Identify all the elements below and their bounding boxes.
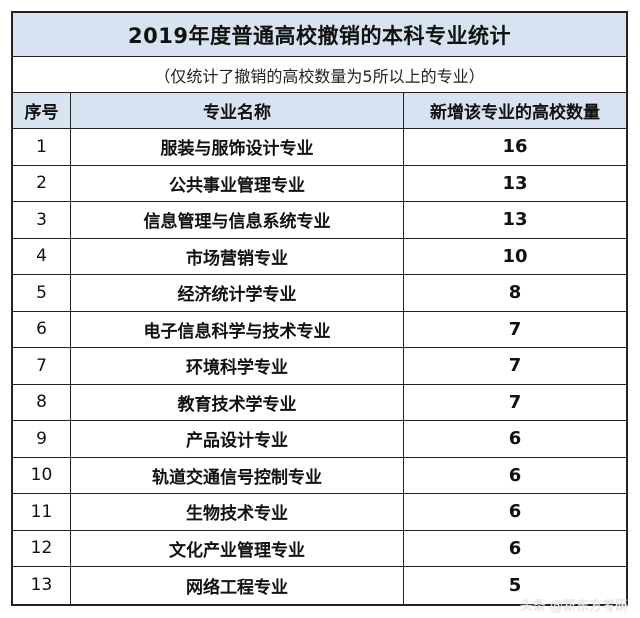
row-index: 12 bbox=[13, 530, 71, 566]
table-row: 4 市场营销专业 10 bbox=[13, 238, 626, 275]
row-index: 2 bbox=[13, 165, 71, 201]
header-major: 专业名称 bbox=[71, 93, 404, 128]
row-major: 公共事业管理专业 bbox=[71, 165, 404, 201]
row-count: 6 bbox=[508, 537, 522, 559]
row-count: 7 bbox=[508, 355, 522, 377]
table-row: 11 生物技术专业 6 bbox=[13, 494, 626, 531]
row-index: 6 bbox=[13, 311, 71, 347]
row-count: 8 bbox=[508, 282, 522, 304]
row-index: 7 bbox=[13, 348, 71, 384]
table-row: 10 轨道交通信号控制专业 6 bbox=[13, 457, 626, 494]
header-count: 新增该专业的高校数量 bbox=[430, 103, 600, 123]
row-count: 13 bbox=[502, 172, 528, 194]
row-count: 10 bbox=[502, 245, 528, 267]
row-count: 6 bbox=[508, 428, 522, 450]
table-row: 13 网络工程专业 5 bbox=[13, 567, 626, 604]
row-count: 7 bbox=[508, 391, 522, 413]
row-major: 经济统计学专业 bbox=[71, 275, 404, 311]
table-row: 7 环境科学专业 7 bbox=[13, 348, 626, 385]
row-major: 教育技术学专业 bbox=[71, 384, 404, 420]
table-row: 9 产品设计专业 6 bbox=[13, 421, 626, 458]
row-count: 13 bbox=[502, 209, 528, 231]
watermark-text: 头条 @新东方考研 bbox=[519, 599, 628, 614]
table-row: 2 公共事业管理专业 13 bbox=[13, 165, 626, 202]
row-index: 4 bbox=[13, 238, 71, 274]
table-row: 5 经济统计学专业 8 bbox=[13, 275, 626, 312]
row-major: 生物技术专业 bbox=[71, 494, 404, 530]
table-row: 12 文化产业管理专业 6 bbox=[13, 530, 626, 567]
row-index: 3 bbox=[13, 202, 71, 238]
row-major: 网络工程专业 bbox=[71, 567, 404, 604]
row-count: 5 bbox=[508, 574, 522, 596]
row-index: 5 bbox=[13, 275, 71, 311]
table-subtitle: （仅统计了撤销的高校数量为5所以上的专业） bbox=[13, 57, 626, 93]
row-major: 电子信息科学与技术专业 bbox=[71, 311, 404, 347]
row-index: 11 bbox=[13, 494, 71, 530]
row-count: 6 bbox=[508, 464, 522, 486]
row-index: 1 bbox=[13, 129, 71, 165]
row-major: 环境科学专业 bbox=[71, 348, 404, 384]
row-major: 信息管理与信息系统专业 bbox=[71, 202, 404, 238]
row-index: 13 bbox=[13, 567, 71, 604]
row-count: 7 bbox=[508, 318, 522, 340]
table-row: 3 信息管理与信息系统专业 13 bbox=[13, 202, 626, 239]
row-index: 8 bbox=[13, 384, 71, 420]
header-index: 序号 bbox=[13, 93, 71, 128]
table-row: 1 服装与服饰设计专业 16 bbox=[13, 129, 626, 166]
row-major: 文化产业管理专业 bbox=[71, 530, 404, 566]
row-major: 服装与服饰设计专业 bbox=[71, 129, 404, 165]
row-count: 6 bbox=[508, 501, 522, 523]
row-major: 产品设计专业 bbox=[71, 421, 404, 457]
row-index: 9 bbox=[13, 421, 71, 457]
table-title: 2019年度普通高校撤销的本科专业统计 bbox=[13, 13, 626, 57]
header-row: 序号 专业名称 新增该专业的高校数量 bbox=[13, 93, 626, 129]
stats-table: 2019年度普通高校撤销的本科专业统计 （仅统计了撤销的高校数量为5所以上的专业… bbox=[11, 11, 628, 606]
row-major: 轨道交通信号控制专业 bbox=[71, 457, 404, 493]
row-index: 10 bbox=[13, 457, 71, 493]
row-major: 市场营销专业 bbox=[71, 238, 404, 274]
row-count: 16 bbox=[502, 136, 528, 158]
table-row: 6 电子信息科学与技术专业 7 bbox=[13, 311, 626, 348]
table-row: 8 教育技术学专业 7 bbox=[13, 384, 626, 421]
